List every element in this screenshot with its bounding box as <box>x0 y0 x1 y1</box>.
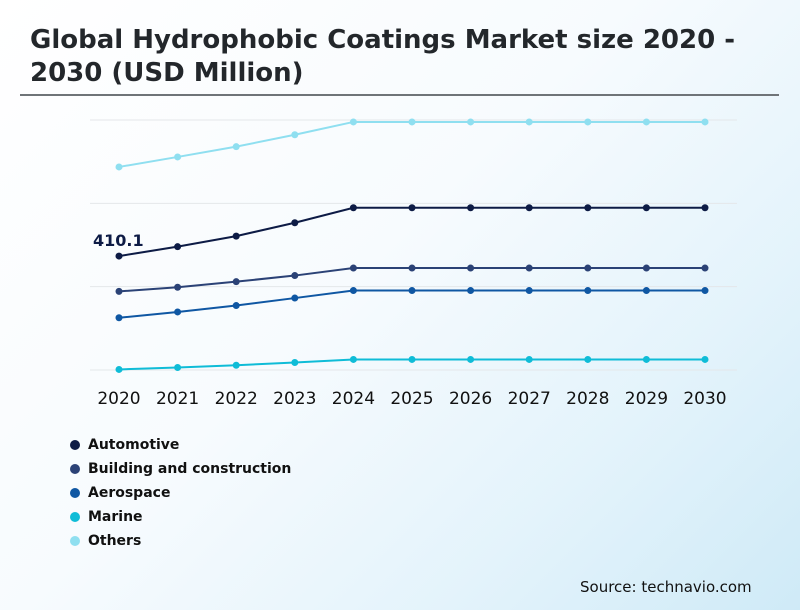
data-point <box>467 118 475 126</box>
data-point <box>467 264 475 272</box>
data-point <box>291 359 299 366</box>
data-point <box>232 232 240 240</box>
x-tick-label: 2025 <box>390 389 433 409</box>
data-point <box>349 355 357 363</box>
data-point <box>525 204 533 212</box>
x-tick-label: 2024 <box>332 389 375 409</box>
data-point <box>584 204 592 212</box>
data-point <box>642 355 650 363</box>
data-point <box>232 143 240 151</box>
x-tick-label: 2020 <box>97 389 140 409</box>
legend: Automotive Building and construction Aeros… <box>70 433 291 553</box>
data-point <box>174 308 182 316</box>
data-point <box>408 287 416 295</box>
data-point <box>584 118 592 126</box>
data-point <box>291 272 299 280</box>
data-label: 410.1 <box>93 231 144 250</box>
legend-label: Aerospace <box>88 485 171 501</box>
legend-marker <box>70 440 80 450</box>
data-point <box>525 355 533 363</box>
legend-label: Marine <box>88 509 143 525</box>
data-point <box>642 264 650 272</box>
data-point <box>174 364 182 371</box>
legend-marker <box>70 464 80 474</box>
chart-title: Global Hydrophobic Coatings Market size … <box>30 25 736 88</box>
legend-marker <box>70 488 80 498</box>
series-line-0 <box>118 206 705 258</box>
data-point <box>642 204 650 212</box>
data-point <box>642 287 650 295</box>
x-tick-label: 2028 <box>566 389 609 409</box>
data-point <box>701 287 709 295</box>
legend-item: Aerospace <box>70 481 291 505</box>
data-point <box>174 283 182 291</box>
x-tick-label: 2027 <box>508 389 551 409</box>
data-point <box>408 118 416 126</box>
data-point <box>701 204 709 212</box>
series-line-2 <box>118 289 705 319</box>
data-point <box>525 287 533 295</box>
data-point <box>584 264 592 272</box>
data-point <box>291 294 299 302</box>
annotations: 410.1 <box>93 231 144 250</box>
data-point <box>584 355 592 363</box>
data-point <box>349 118 357 126</box>
legend-marker <box>70 512 80 522</box>
data-point <box>115 314 123 322</box>
data-point <box>174 153 182 161</box>
x-axis-ticks: 2020 2021 2022 2023 2024 2025 2026 2027 2028 2029… <box>97 389 726 409</box>
data-point <box>349 264 357 272</box>
data-point <box>701 118 709 126</box>
data-point <box>115 252 123 260</box>
data-point <box>232 278 240 286</box>
x-tick-label: 2030 <box>683 389 726 409</box>
legend-label: Others <box>88 533 142 549</box>
series-line-4 <box>118 120 705 168</box>
data-point <box>467 287 475 295</box>
line-chart: 410.1 2020 2021 2022 2023 2024 2025 2026 2027 20… <box>90 118 737 409</box>
data-point <box>701 355 709 363</box>
data-point <box>291 131 299 139</box>
series-lines <box>115 118 709 373</box>
x-tick-label: 2029 <box>625 389 668 409</box>
data-point <box>525 118 533 126</box>
legend-label: Automotive <box>88 437 180 453</box>
data-point <box>701 264 709 272</box>
data-point <box>349 204 357 212</box>
data-point <box>174 243 182 251</box>
x-tick-label: 2026 <box>449 389 492 409</box>
legend-marker <box>70 536 80 546</box>
data-point <box>349 287 357 295</box>
legend-item: Others <box>70 529 291 553</box>
data-point <box>584 287 592 295</box>
x-tick-label: 2022 <box>215 389 258 409</box>
data-point <box>525 264 533 272</box>
data-point <box>232 302 240 310</box>
data-point <box>408 355 416 363</box>
x-tick-label: 2021 <box>156 389 199 409</box>
source-note: Source: technavio.com <box>580 578 752 596</box>
data-point <box>115 163 123 171</box>
title-divider <box>20 94 779 96</box>
data-point <box>115 365 123 373</box>
data-point <box>291 219 299 227</box>
data-point <box>232 361 240 369</box>
legend-label: Building and construction <box>88 461 292 477</box>
data-point <box>467 355 475 363</box>
data-point <box>408 264 416 272</box>
data-point <box>642 118 650 126</box>
x-tick-label: 2023 <box>273 389 316 409</box>
legend-item: Automotive <box>70 433 291 457</box>
data-point <box>115 287 123 295</box>
legend-item: Marine <box>70 505 291 529</box>
legend-item: Building and construction <box>70 457 291 481</box>
data-point <box>408 204 416 212</box>
data-point <box>467 204 475 212</box>
